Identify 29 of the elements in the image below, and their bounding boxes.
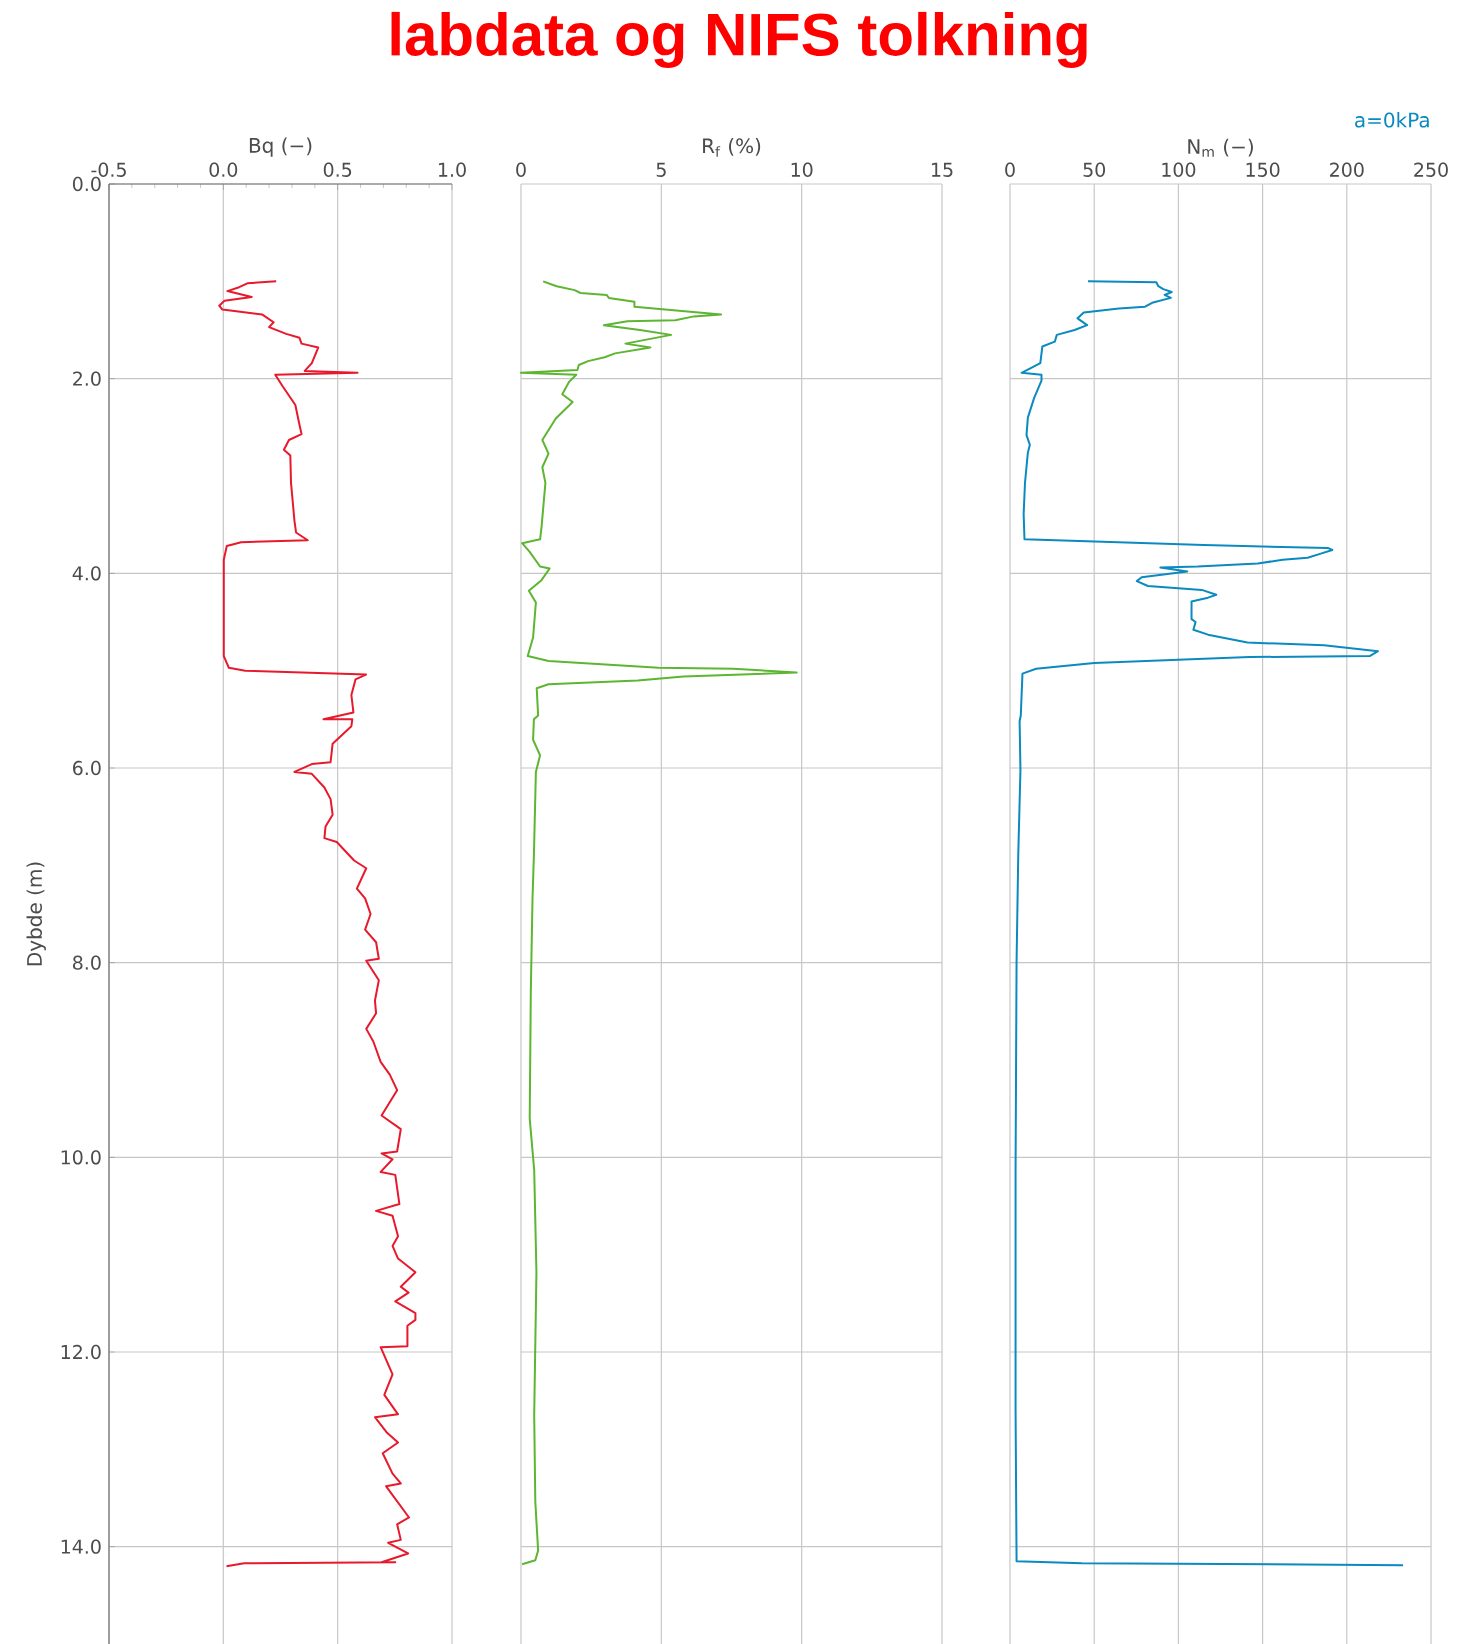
x-tick-label: 50 [1083,162,1106,177]
y-tick-label: 2.0 [73,371,101,386]
x-tick-label: -0.5 [91,162,126,177]
x-axis-title: Bq (−) [249,137,312,157]
text: a=0kPa [1355,112,1429,128]
y-tick-label: 0.0 [72,176,101,192]
x-axis-title: N$_{m}$ (−) [1188,138,1253,157]
x-tick-label: 0.5 [323,162,352,177]
y-tick-label: 8.0 [73,955,101,970]
y-tick-label: 14.0 [61,1539,101,1554]
x-tick-label: 100 [1162,162,1196,177]
line-series [218,280,417,1568]
x-tick-label: 5 [656,162,666,177]
chart-title: labdata og NIFS tolkning [391,11,1087,69]
x-tick-label: 0 [1005,162,1015,177]
x-tick-label: 200 [1330,162,1364,177]
y-tick-label: 10.0 [61,1150,101,1165]
y-tick-label: 4.0 [72,566,101,581]
x-tick-label: 0.0 [209,162,238,177]
x-tick-label: 250 [1414,162,1448,177]
y-tick-label: 12.0 [61,1344,101,1360]
x-tick-label: 15 [932,162,953,177]
x-axis-title: R$_{f}$ (%) [703,137,761,157]
y-tick-label: 6.0 [73,760,101,776]
x-tick-label: 150 [1246,162,1280,177]
x-tick-label: 1.0 [438,162,466,177]
y-axis-title: Dybde (m) [26,862,46,966]
x-tick-label: 10 [791,162,813,177]
x-tick-label: 0 [516,162,526,177]
